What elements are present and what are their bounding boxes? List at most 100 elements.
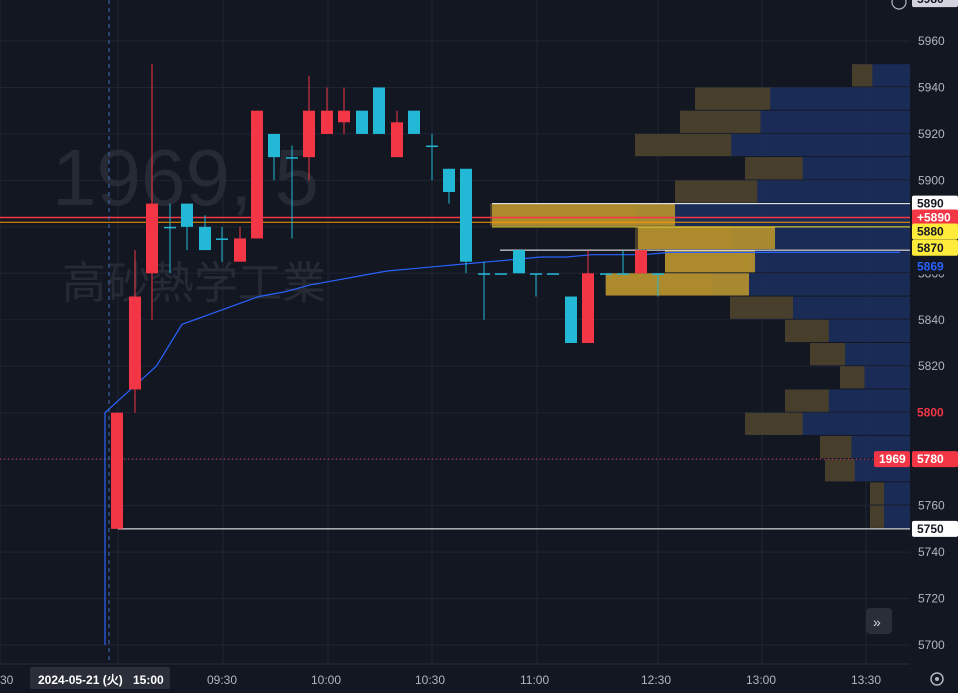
candle-body <box>356 110 368 134</box>
vwap-line <box>104 251 900 645</box>
price-tag-top-bg <box>912 0 958 8</box>
price-tag-5870: 5870 <box>917 241 944 255</box>
price-tag-5780-bg <box>912 451 958 468</box>
candle-body <box>129 296 141 390</box>
candle-body <box>286 157 298 159</box>
price-tag-5780: 5780 <box>917 452 944 466</box>
price-tag-5890: 5890 <box>917 197 944 211</box>
candle-body <box>234 238 246 262</box>
value-area-row <box>665 250 755 273</box>
time-tick-label: 10:30 <box>415 673 445 687</box>
candle-body <box>391 122 403 158</box>
volume-profile-buy-row <box>870 482 884 505</box>
volume-profile-buy-row <box>675 180 758 203</box>
price-tick-label: 5940 <box>918 80 945 94</box>
candle-body <box>338 110 350 123</box>
volume-profile-buy-row <box>870 505 884 528</box>
volume-profile-buy-row <box>825 459 855 482</box>
price-tag-5870-bg <box>912 239 958 256</box>
price-tick-label: 5760 <box>918 499 945 513</box>
time-tick-label: 13:30 <box>851 673 881 687</box>
price-tag-top: 5980 <box>917 0 944 6</box>
time-tick-label: 09:30 <box>207 673 237 687</box>
volume-profile-buy-row <box>745 412 803 435</box>
candle-body <box>513 250 525 274</box>
crosshair-date: 2024-05-21 (火) <box>38 673 123 687</box>
candle-body <box>547 273 559 275</box>
candle-body <box>111 412 123 529</box>
volume-profile-buy-row <box>730 296 793 319</box>
volume-profile-buy-row <box>635 133 732 157</box>
candle-body <box>443 168 455 192</box>
zoom-in-icon[interactable] <box>891 0 907 10</box>
time-tick-label: 13:00 <box>746 673 776 687</box>
crosshair-time: 15:00 <box>133 673 164 687</box>
time-tick-label: 12:30 <box>641 673 671 687</box>
candle-body <box>373 87 385 134</box>
crosshair-time-label <box>30 667 170 689</box>
price-tag-5750-bg <box>912 520 958 537</box>
scroll-to-realtime-button[interactable] <box>866 608 892 634</box>
candle-body <box>251 110 263 239</box>
price-tick-label: 5700 <box>918 638 945 652</box>
price-tag-5800-bg <box>912 404 958 421</box>
volume-profile-buy-row <box>745 157 803 180</box>
gear-icon[interactable] <box>930 672 944 686</box>
volume-profile-buy-row <box>810 343 845 366</box>
price-tag-5800: 5800 <box>917 406 944 420</box>
price-tag-vwap-bg <box>912 258 958 275</box>
volume-profile-buy-row <box>785 319 829 342</box>
price-tick-label: 5920 <box>918 127 945 141</box>
double-chevron-right-icon: » <box>873 614 881 630</box>
price-tag-last-bg <box>912 209 958 226</box>
candle-body <box>495 273 507 275</box>
candle-body <box>530 273 542 275</box>
value-area-row <box>638 226 775 250</box>
volume-profile-buy-row <box>820 435 852 459</box>
price-tag-last: +5890 <box>917 211 951 225</box>
candle-body <box>478 273 490 275</box>
candle-body <box>565 296 577 343</box>
candle-body <box>652 273 664 275</box>
watermark-company: 高砂熱学工業 <box>62 259 326 308</box>
price-tag-5880-bg <box>912 223 958 240</box>
candle-body <box>181 203 193 227</box>
price-axis-background <box>910 0 958 664</box>
candle-body <box>216 238 228 240</box>
value-area-row <box>492 203 675 226</box>
value-area-row <box>606 273 749 296</box>
time-axis-ticks: 09:30 10:00 10:30 11:00 12:30 13:00 13:30 <box>207 673 881 687</box>
candle-body <box>460 168 472 262</box>
symbol-badge: 1969 <box>879 452 906 466</box>
price-tag-vwap: 5869 <box>917 259 944 273</box>
candle-body <box>164 226 176 229</box>
volume-profile-buy-row <box>840 366 865 389</box>
time-tick-label: 11:00 <box>520 673 549 687</box>
volume-profile-buy-row <box>680 110 761 133</box>
volume-profile <box>490 64 910 528</box>
candle-body <box>600 273 612 275</box>
candle-body <box>617 273 629 275</box>
candle-body <box>268 133 280 158</box>
candle-body <box>408 110 420 134</box>
candle-body <box>146 203 158 274</box>
price-tag-5880: 5880 <box>917 224 944 238</box>
price-tag-5750: 5750 <box>917 522 944 536</box>
candlestick-series <box>111 64 664 529</box>
price-axis[interactable]: 5960594059205900588058605840582058005780… <box>874 0 958 664</box>
candle-body <box>635 250 647 274</box>
price-tag-5890-bg <box>912 195 958 212</box>
price-tick-label: 5960 <box>918 34 945 48</box>
price-tick-label: 5820 <box>918 359 945 373</box>
price-tick-label: 5740 <box>918 545 945 559</box>
candle-body <box>303 110 315 158</box>
volume-profile-buy-row <box>852 64 873 87</box>
time-tick-30: 30 <box>0 673 14 687</box>
volume-profile-buy-row <box>695 87 771 110</box>
price-tick-label: 5900 <box>918 173 945 187</box>
volume-profile-buy-row <box>785 389 829 412</box>
symbol-badge-bg <box>874 451 910 468</box>
candle-body <box>582 273 594 343</box>
price-tick-label: 5720 <box>918 592 945 606</box>
